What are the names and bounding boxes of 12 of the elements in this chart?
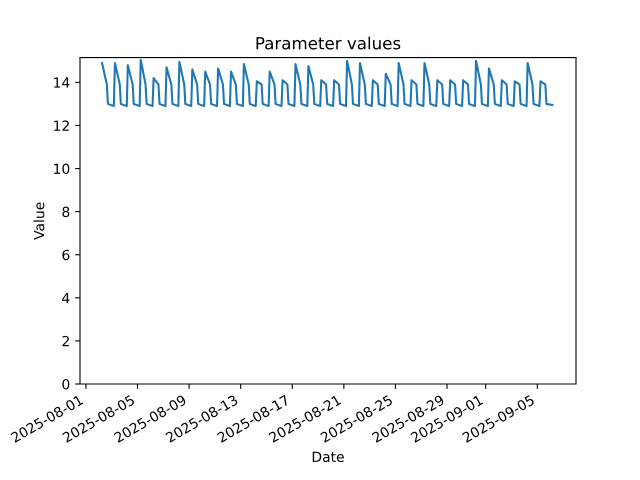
y-tick-label: 12: [54, 120, 69, 131]
y-tick-label: 0: [62, 378, 70, 390]
y-tick-label: 10: [54, 164, 70, 174]
line-series: [100, 58, 554, 108]
x-axis-title: Date: [312, 452, 344, 462]
y-tick-label: 6: [62, 250, 70, 260]
y-tick-label: 4: [62, 292, 70, 304]
chart-title: Parameter values: [256, 36, 400, 50]
y-axis-title: Value: [34, 202, 44, 240]
y-tick-label: 8: [62, 206, 70, 218]
y-tick-label: 2: [62, 336, 69, 346]
y-tick-label: 14: [54, 78, 70, 88]
